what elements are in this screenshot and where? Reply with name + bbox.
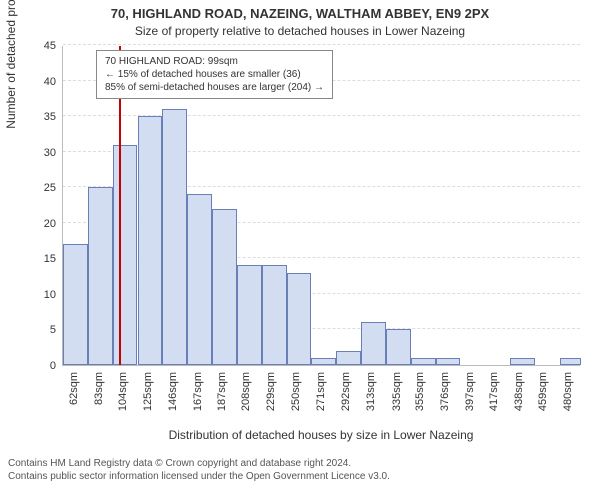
gridline: [63, 44, 580, 45]
x-tick-label: 397sqm: [464, 372, 476, 411]
y-tick-label: 5: [26, 324, 56, 336]
chart-subtitle: Size of property relative to detached ho…: [0, 24, 600, 38]
chart-title: 70, HIGHLAND ROAD, NAZEING, WALTHAM ABBE…: [0, 6, 600, 21]
annotation-line: ← 15% of detached houses are smaller (36…: [105, 68, 324, 81]
x-tick-label: 62sqm: [68, 372, 80, 405]
histogram-bar: [113, 145, 138, 365]
x-tick-label: 271sqm: [315, 372, 327, 411]
x-tick-label: 229sqm: [265, 372, 277, 411]
histogram-bar: [510, 358, 535, 365]
histogram-bar: [436, 358, 461, 365]
histogram-bar: [361, 322, 386, 365]
annotation-line: 85% of semi-detached houses are larger (…: [105, 81, 324, 94]
x-tick-label: 355sqm: [414, 372, 426, 411]
x-tick-label: 125sqm: [142, 372, 154, 411]
y-tick-label: 40: [26, 76, 56, 88]
footer-line: Contains HM Land Registry data © Crown c…: [8, 458, 592, 471]
histogram-bar: [560, 358, 581, 365]
x-tick-label: 292sqm: [340, 372, 352, 411]
histogram-bar: [262, 265, 287, 365]
histogram-bar: [411, 358, 436, 365]
y-tick-label: 0: [26, 360, 56, 372]
x-tick-label: 104sqm: [117, 372, 129, 411]
y-tick-label: 10: [26, 289, 56, 301]
y-tick-label: 45: [26, 40, 56, 52]
x-tick-label: 376sqm: [439, 372, 451, 411]
x-tick-label: 417sqm: [488, 372, 500, 411]
y-axis-label: Number of detached properties: [4, 0, 18, 206]
histogram-bar: [212, 209, 237, 365]
histogram-bar: [336, 351, 361, 365]
footer-line: Contains public sector information licen…: [8, 471, 592, 484]
y-tick-label: 20: [26, 218, 56, 230]
x-axis-label: Distribution of detached houses by size …: [62, 428, 580, 442]
y-tick-label: 35: [26, 111, 56, 123]
x-tick-label: 459sqm: [537, 372, 549, 411]
chart-container: 70, HIGHLAND ROAD, NAZEING, WALTHAM ABBE…: [0, 0, 600, 500]
histogram-bar: [311, 358, 336, 365]
histogram-bar: [237, 265, 262, 365]
histogram-bar: [287, 273, 312, 365]
x-tick-label: 313sqm: [365, 372, 377, 411]
x-tick-label: 250sqm: [290, 372, 302, 411]
annotation-line: 70 HIGHLAND ROAD: 99sqm: [105, 55, 324, 68]
y-tick-label: 30: [26, 147, 56, 159]
x-tick-label: 167sqm: [192, 372, 204, 411]
x-tick-label: 208sqm: [240, 372, 252, 411]
x-tick-label: 146sqm: [167, 372, 179, 411]
histogram-bar: [138, 116, 163, 365]
histogram-bar: [386, 329, 411, 365]
histogram-bar: [187, 194, 212, 365]
histogram-bar: [162, 109, 187, 365]
histogram-bar: [63, 244, 88, 365]
x-tick-label: 335sqm: [391, 372, 403, 411]
x-tick-label: 480sqm: [562, 372, 574, 411]
x-tick-label: 187sqm: [216, 372, 228, 411]
histogram-bar: [88, 187, 113, 365]
y-tick-label: 25: [26, 182, 56, 194]
x-tick-label: 83sqm: [93, 372, 105, 405]
y-tick-label: 15: [26, 253, 56, 265]
footer-attribution: Contains HM Land Registry data © Crown c…: [0, 454, 600, 489]
x-tick-label: 438sqm: [513, 372, 525, 411]
annotation-box: 70 HIGHLAND ROAD: 99sqm← 15% of detached…: [96, 50, 333, 99]
